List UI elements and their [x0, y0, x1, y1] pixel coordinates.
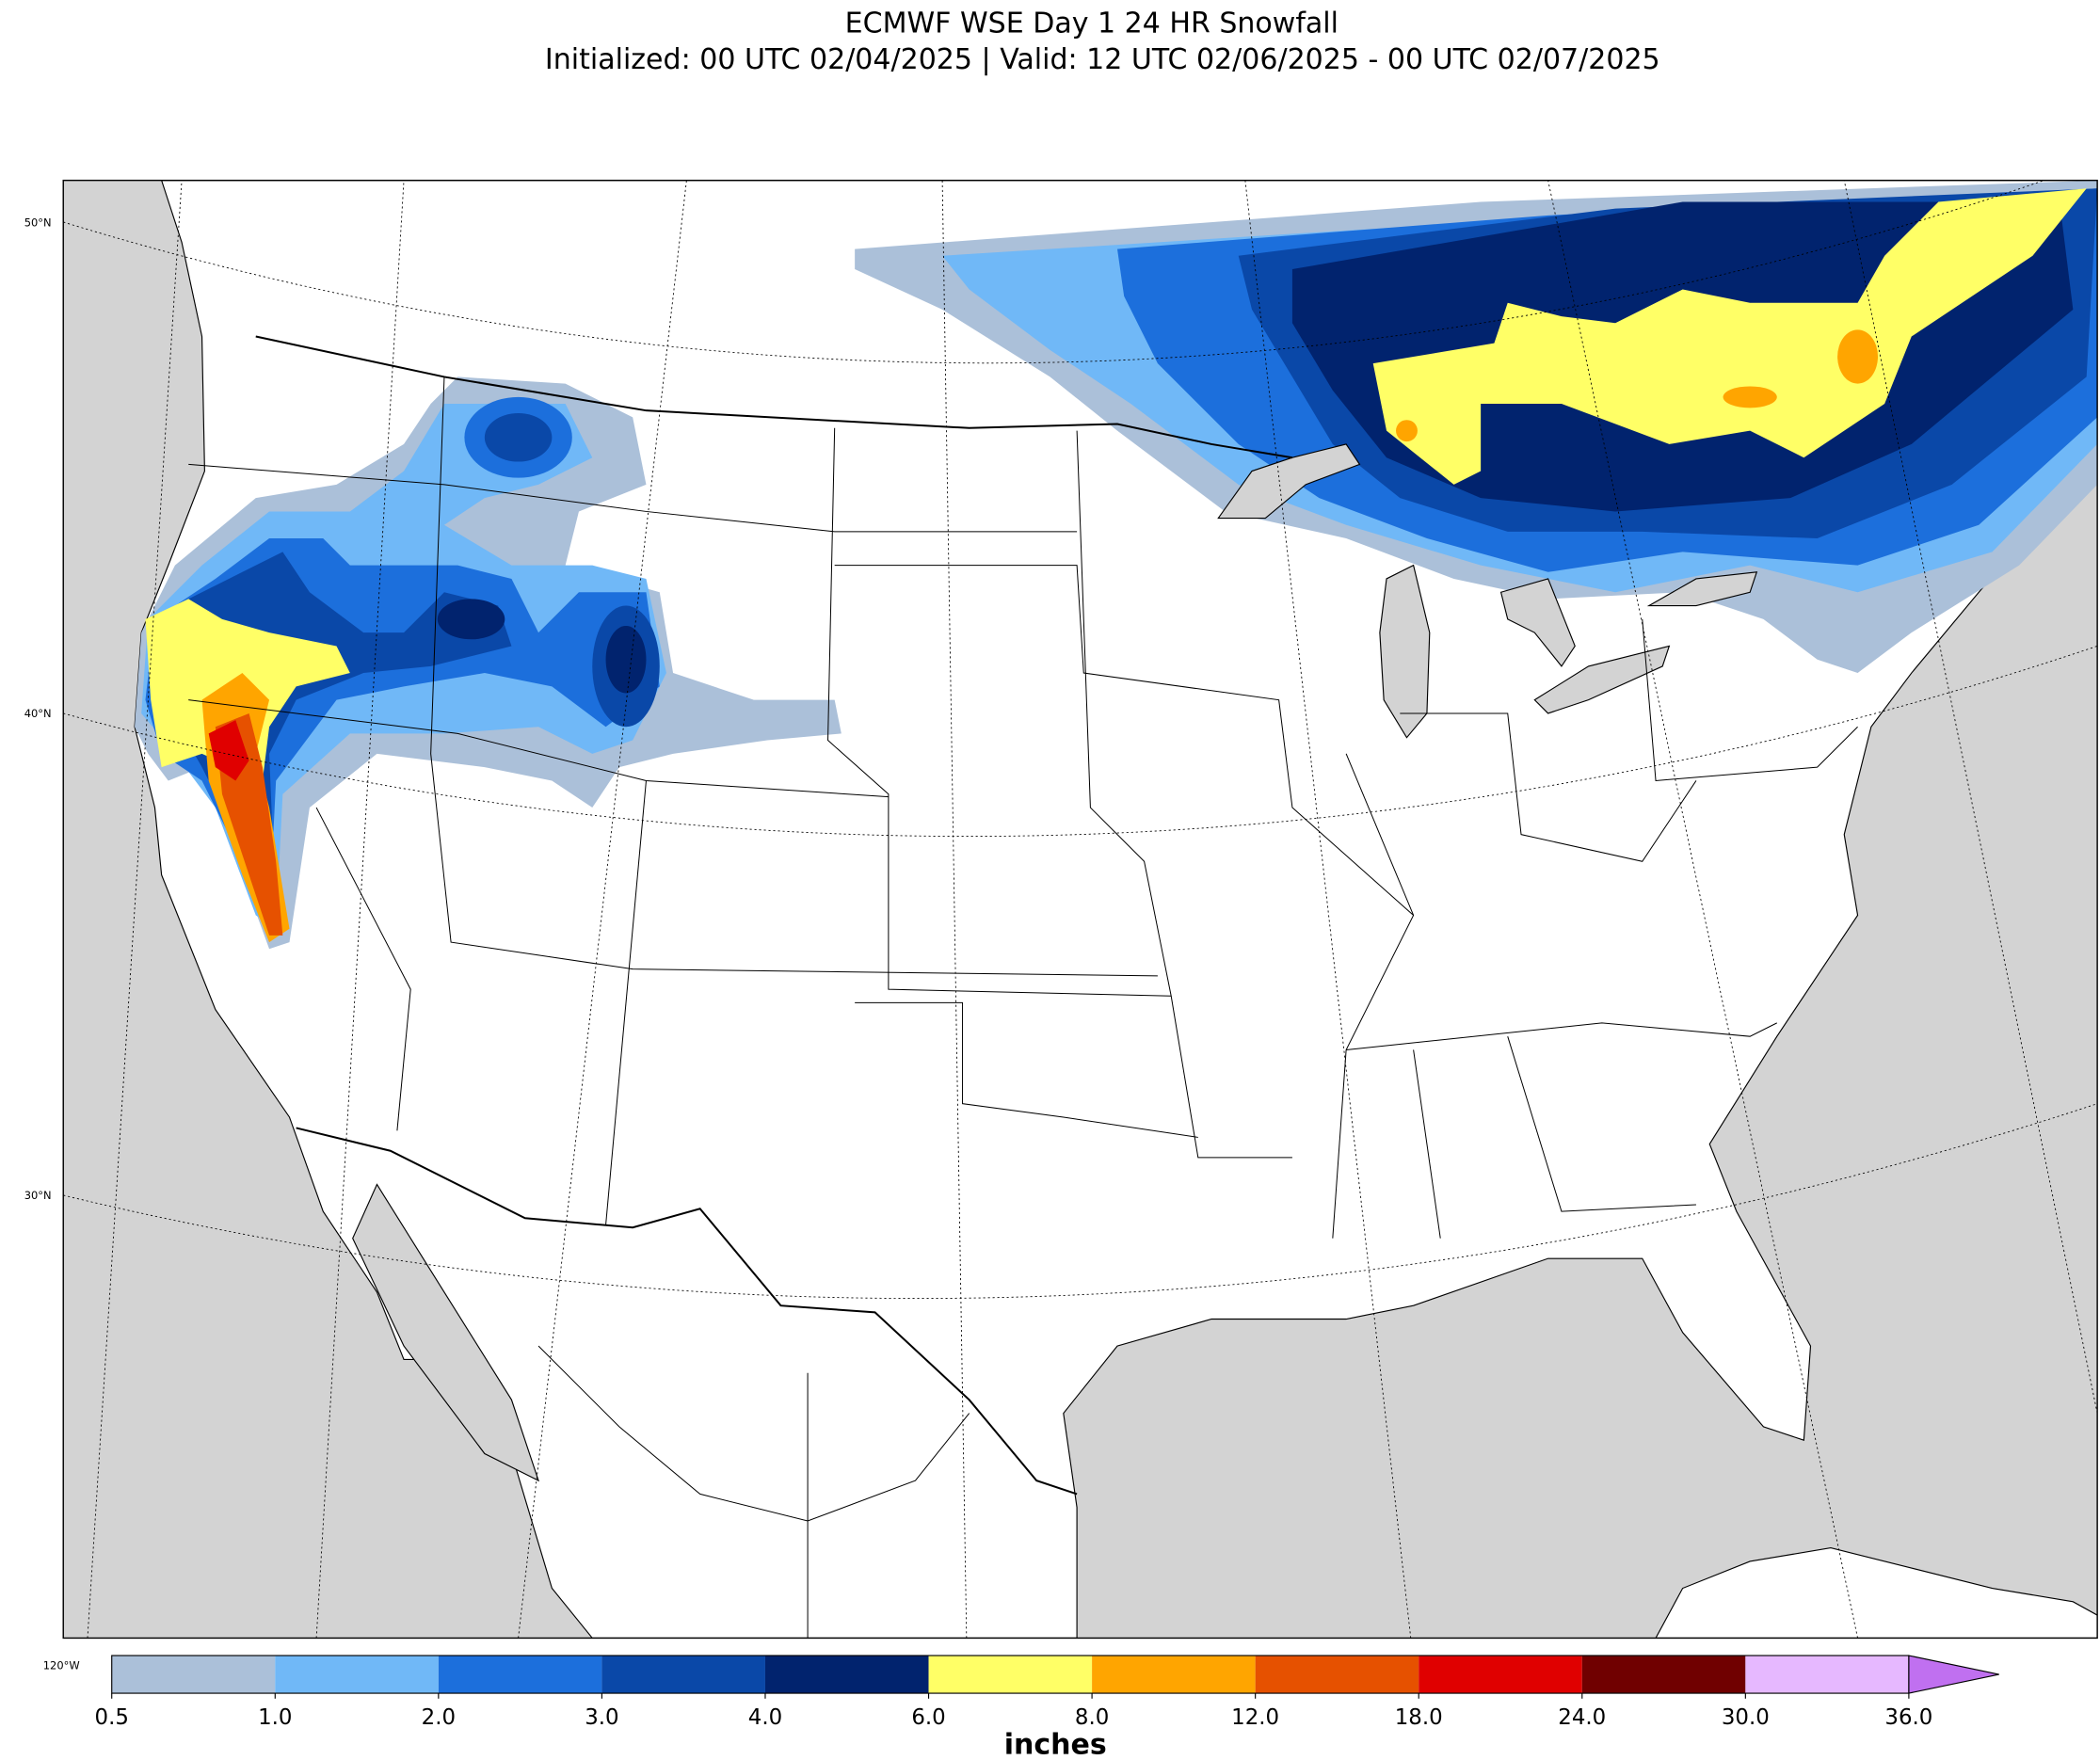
lon-label: 120°W — [43, 1658, 80, 1672]
colorbar-label: inches — [1004, 1728, 1107, 1760]
gulf-of-california — [352, 1183, 540, 1482]
colorbar-tick-label: 30.0 — [1722, 1705, 1770, 1730]
snow-area — [437, 599, 505, 640]
colorbar-tick-label: 8.0 — [1075, 1705, 1109, 1730]
colorbar-tick-label: 2.0 — [422, 1705, 456, 1730]
colorbar-tick-label: 1.0 — [258, 1705, 292, 1730]
snow-area — [208, 720, 249, 781]
colorbar-tick-label: 0.5 — [95, 1705, 129, 1730]
lake-erie — [1533, 645, 1671, 714]
snow-area — [484, 413, 553, 462]
colorbar-extend — [1908, 1655, 1999, 1694]
snow-area — [605, 625, 647, 694]
colorbar-box — [1255, 1656, 1419, 1694]
colorbar-tick-label: 6.0 — [911, 1705, 945, 1730]
colorbar-tick-label: 24.0 — [1558, 1705, 1606, 1730]
lat-label: 30°N — [24, 1189, 52, 1202]
snow-area — [1723, 386, 1777, 408]
colorbar-tick-label: 3.0 — [585, 1705, 618, 1730]
colorbar-box — [601, 1656, 765, 1694]
lake-huron — [1499, 578, 1576, 667]
colorbar-tick-label: 18.0 — [1395, 1705, 1443, 1730]
colorbar-box — [1419, 1656, 1582, 1694]
colorbar-box — [438, 1656, 602, 1694]
map: 50°N 40°N 30°N 120°W — [24, 179, 2098, 1672]
graticule — [63, 180, 2098, 1639]
snow-area — [1837, 329, 1879, 384]
colorbar-box — [928, 1656, 1093, 1694]
lake-ontario — [1646, 571, 1758, 607]
lake-superior — [1217, 443, 1361, 520]
subtitle: Initialized: 00 UTC 02/04/2025 | Valid: … — [545, 43, 1660, 76]
colorbar-box — [764, 1656, 929, 1694]
colorbar: 0.5 1.0 2.0 3.0 4.0 6.0 8.0 12.0 18.0 24.0 30.0 36.… — [95, 1655, 1999, 1730]
lake-michigan — [1379, 564, 1431, 739]
cuba — [1655, 1547, 2098, 1639]
colorbar-box — [1745, 1656, 1909, 1694]
borders — [188, 335, 1858, 1639]
colorbar-tick-label: 12.0 — [1231, 1705, 1279, 1730]
snow-area — [1372, 188, 2087, 485]
colorbar-box — [1581, 1656, 1746, 1694]
lat-label: 40°N — [24, 707, 52, 720]
colorbar-tick-label: 36.0 — [1884, 1705, 1932, 1730]
title: ECMWF WSE Day 1 24 HR Snowfall — [845, 7, 1339, 40]
lat-label: 50°N — [24, 216, 52, 229]
snowfall-field — [135, 180, 2098, 950]
colorbar-box — [1092, 1656, 1256, 1694]
colorbar-box — [111, 1656, 276, 1694]
colorbar-box — [275, 1656, 439, 1694]
colorbar-outline — [111, 1655, 1910, 1694]
map-frame — [62, 179, 2098, 1640]
colorbar-tick-label: 4.0 — [748, 1705, 782, 1730]
snow-area — [1396, 420, 1418, 442]
